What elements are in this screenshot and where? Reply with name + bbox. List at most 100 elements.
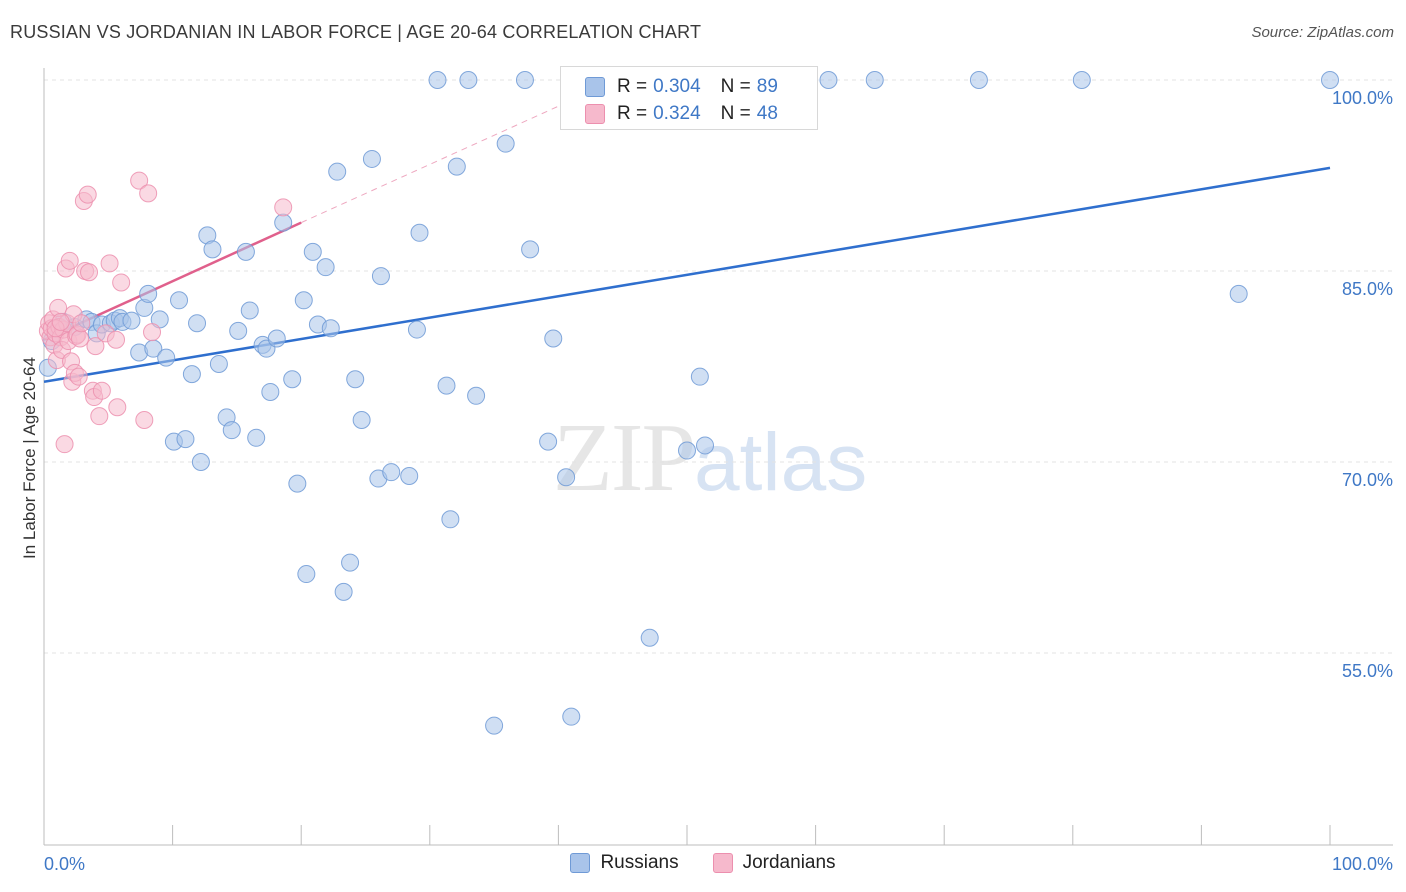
russian-point [407,320,426,339]
source-label: Source: ZipAtlas.com [1251,24,1394,41]
jordanian-point [72,314,91,333]
russian-point [170,291,189,310]
russian-point [521,240,540,259]
jordanians-r-value: 0.324 [653,103,701,124]
russians-trend-line [43,166,1331,384]
russian-point [428,71,447,89]
russian-point [690,367,709,386]
y-axis-title: In Labor Force | Age 20-64 [20,357,39,559]
russian-point [334,582,353,601]
russian-point [485,716,504,735]
gridlines [44,79,1393,654]
russian-point [209,354,228,373]
russian-point [969,71,988,89]
russian-point [400,467,419,486]
jordanian-point [139,184,158,203]
jordanian-point [80,263,99,282]
jordanian-point [135,410,154,429]
russian-point [678,441,696,460]
jordanian-point [90,407,109,426]
jordanians-n-label: N = [720,103,751,124]
russian-point [191,453,210,471]
russian-point [122,311,141,330]
russian-point [371,267,390,286]
russian-point [557,468,576,487]
jordanian-point [100,254,119,273]
jordanian-point [112,273,131,292]
legend-item-jordanians[interactable]: Jordanians [712,852,836,874]
russian-point [139,284,158,303]
russian-point [441,510,460,529]
y-tick-label: 55.0% [1342,661,1393,681]
jordanian-point [274,198,293,217]
russian-point [222,421,241,440]
jordanian-point [69,367,88,386]
watermark-zip: ZIP [553,404,696,512]
russian-point [182,365,201,384]
russian-point [865,71,884,89]
russian-point [467,386,486,405]
russian-point [236,242,255,261]
chart-title: RUSSIAN VS JORDANIAN IN LABOR FORCE | AG… [10,22,702,42]
x-tick-label: 100.0% [1332,854,1393,874]
jordanian-point [108,398,127,417]
jordanian-point [71,329,90,348]
russian-point [515,71,534,89]
legend-row-russians: R = 0.304 N = 89 [585,74,778,100]
axes [43,68,1393,846]
russian-point [352,410,371,429]
russians-n-label: N = [720,76,751,97]
russians-r-value: 0.304 [653,76,701,97]
russian-point [362,149,381,168]
russian-point [1229,284,1248,303]
russian-point [819,71,838,89]
russian-point [640,628,659,647]
jordanians-legend-swatch-icon [712,853,733,873]
jordanians-n-value: 48 [756,103,778,124]
russian-point [496,134,515,153]
russian-point [274,213,293,232]
jordanian-point [78,185,97,204]
russian-point [188,314,207,333]
russians-swatch-icon [585,77,605,97]
jordanian-point [51,312,70,331]
jordanian-point [107,330,126,349]
russian-point [321,319,340,338]
russian-point [539,432,558,451]
jordanian-point [55,435,74,454]
russian-point [297,565,316,584]
legend-row-jordanians: R = 0.324 N = 48 [585,101,778,127]
russian-point [341,553,360,572]
russian-point [316,258,335,277]
russians-legend-swatch-icon [570,853,591,873]
russian-point [203,240,222,259]
jordanian-point [143,323,162,342]
russian-point [240,301,259,320]
russian-point [247,428,266,447]
russian-point [288,474,307,493]
russian-point [410,223,429,242]
russian-point [346,370,365,389]
legend-item-russians[interactable]: Russians [570,852,679,874]
x-tick-label: 0.0% [44,854,85,874]
russian-point [283,370,302,389]
y-tick-label: 70.0% [1342,470,1393,490]
russian-point [328,162,347,181]
russian-point [437,376,456,395]
data-points [38,71,1339,735]
russian-point [267,329,286,348]
jordanians-r-label: R = [617,103,648,124]
y-tick-label: 85.0% [1342,279,1393,299]
series-legend: Russians Jordanians [0,852,1406,874]
russians-n-value: 89 [756,76,778,97]
russian-point [696,436,715,455]
russian-point [176,430,195,449]
russians-legend-label: Russians [600,852,679,873]
russian-point [562,707,581,726]
russian-point [382,463,401,482]
correlation-legend: R = 0.304 N = 89 R = 0.324 N = 48 [560,66,818,130]
russian-point [157,348,176,367]
russian-point [1321,71,1339,89]
russian-point [459,71,478,89]
